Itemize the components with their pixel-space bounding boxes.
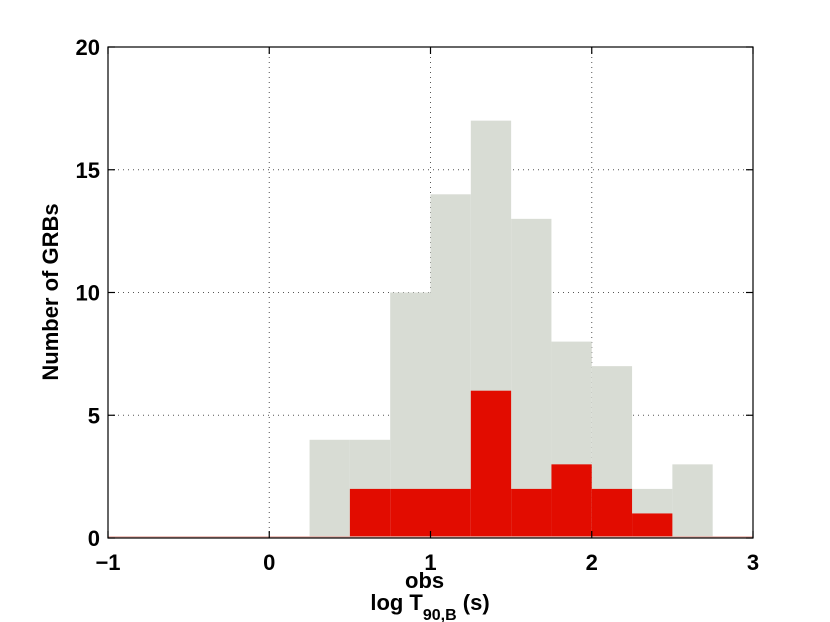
bar-series0-bin5 (511, 218, 552, 538)
x-axis-label-main: log T (370, 590, 423, 615)
bar-series1-bin6 (551, 464, 592, 538)
bar-series0-bin9 (672, 464, 713, 538)
bar-series1-bin8 (632, 513, 673, 538)
y-axis-label: Number of GRBs (38, 203, 63, 380)
x-axis-label: log T90,B (s) (370, 590, 489, 622)
bars-layer (309, 120, 713, 539)
x-tick-label-1: 0 (263, 550, 275, 575)
y-tick-label-3: 15 (76, 158, 100, 183)
x-tick-label-4: 3 (747, 550, 759, 575)
ticks-layer (107, 46, 754, 539)
y-tick-label-4: 20 (76, 35, 100, 60)
bar-series1-bin5 (511, 488, 552, 538)
y-tick-label-0: 0 (88, 526, 100, 551)
x-axis-label-suffix: (s) (457, 590, 490, 615)
bar-series0-bin0 (309, 439, 350, 538)
bar-series1-bin1 (349, 488, 391, 538)
x-tick-label-3: 2 (586, 550, 598, 575)
bar-series1-bin3 (430, 488, 471, 538)
bar-series1-bin4 (470, 390, 512, 538)
x-axis-label-superscript: obs (405, 568, 444, 593)
bar-series1-bin2 (390, 488, 431, 538)
y-tick-label-2: 10 (76, 281, 100, 306)
bar-series1-bin7 (591, 488, 633, 538)
x-tick-label-2: 1 (424, 550, 436, 575)
y-tick-label-1: 5 (88, 403, 100, 428)
bar-series0-bin3 (430, 194, 471, 539)
x-axis-label-subscript: 90,B (423, 607, 457, 622)
x-tick-label-0: −1 (95, 550, 120, 575)
